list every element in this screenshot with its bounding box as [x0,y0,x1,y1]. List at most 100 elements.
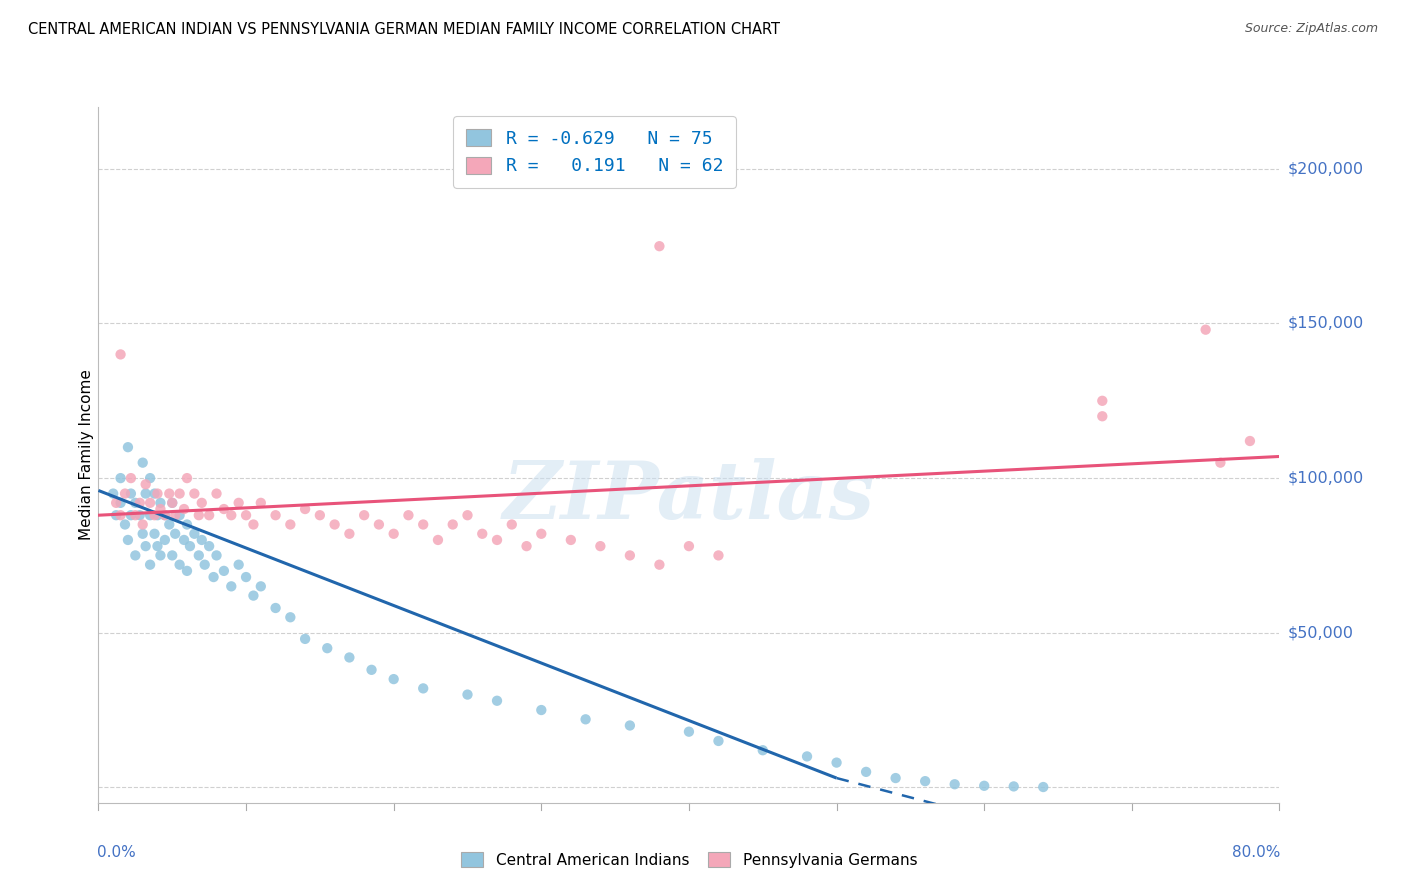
Point [114,486,136,500]
Point [162,549,183,563]
Point [165,526,187,541]
Point [173,533,195,547]
Point [176,564,198,578]
Point [162,496,183,510]
Point [128,496,150,510]
Point [751,743,773,757]
Point [143,486,166,500]
Point [157,486,180,500]
Point [219,579,242,593]
Point [648,558,671,572]
Point [1239,434,1261,448]
Point [360,663,382,677]
Point [205,486,228,500]
Point [132,526,155,541]
Point [396,508,419,523]
Point [135,539,157,553]
Point [1209,456,1232,470]
Point [153,508,176,523]
Point [187,508,209,523]
Point [120,471,142,485]
Point [973,779,995,793]
Point [1195,323,1218,337]
Point [153,533,176,547]
Point [103,486,125,500]
Point [353,508,375,523]
Point [337,650,360,665]
Point [165,508,187,523]
Point [560,533,582,547]
Point [105,496,128,510]
Point [139,508,162,523]
Point [124,549,146,563]
Point [120,508,142,523]
Point [943,777,966,791]
Point [157,517,180,532]
Point [1002,780,1025,794]
Point [235,570,257,584]
Text: CENTRAL AMERICAN INDIAN VS PENNSYLVANIA GERMAN MEDIAN FAMILY INCOME CORRELATION : CENTRAL AMERICAN INDIAN VS PENNSYLVANIA … [28,22,780,37]
Point [456,508,478,523]
Point [619,549,641,563]
Point [146,486,169,500]
Point [235,508,257,523]
Point [316,641,339,656]
Point [530,703,553,717]
Point [574,712,596,726]
Point [1091,393,1114,408]
Point [191,496,214,510]
Point [228,558,250,572]
Point [242,517,264,532]
Point [146,508,169,523]
Point [117,533,139,547]
Point [855,764,877,779]
Point [110,508,132,523]
Point [707,549,730,563]
Point [169,558,191,572]
Point [132,456,155,470]
Point [796,749,818,764]
Point [368,517,391,532]
Point [501,517,523,532]
Point [382,526,405,541]
Legend: Central American Indians, Pennsylvania Germans: Central American Indians, Pennsylvania G… [453,845,925,875]
Point [456,688,478,702]
Point [427,533,450,547]
Point [153,508,176,523]
Point [648,239,671,253]
Point [191,533,214,547]
Point [242,589,264,603]
Point [294,632,316,646]
Point [194,558,217,572]
Point [110,471,132,485]
Point [412,517,434,532]
Point [278,517,302,532]
Point [278,610,302,624]
Point [471,526,494,541]
Point [264,601,287,615]
Text: $100,000: $100,000 [1288,471,1364,485]
Point [146,539,169,553]
Point [105,508,128,523]
Point [337,526,360,541]
Point [135,477,157,491]
Point [619,718,641,732]
Text: Source: ZipAtlas.com: Source: ZipAtlas.com [1244,22,1378,36]
Point [149,502,172,516]
Point [486,694,509,708]
Point [162,496,183,510]
Point [149,496,172,510]
Point [264,508,287,523]
Point [143,508,166,523]
Point [219,508,242,523]
Point [250,496,273,510]
Point [183,486,205,500]
Point [515,539,537,553]
Point [128,508,150,523]
Point [205,549,228,563]
Point [139,496,162,510]
Text: $50,000: $50,000 [1288,625,1354,640]
Point [110,347,132,361]
Point [530,526,553,541]
Point [678,539,700,553]
